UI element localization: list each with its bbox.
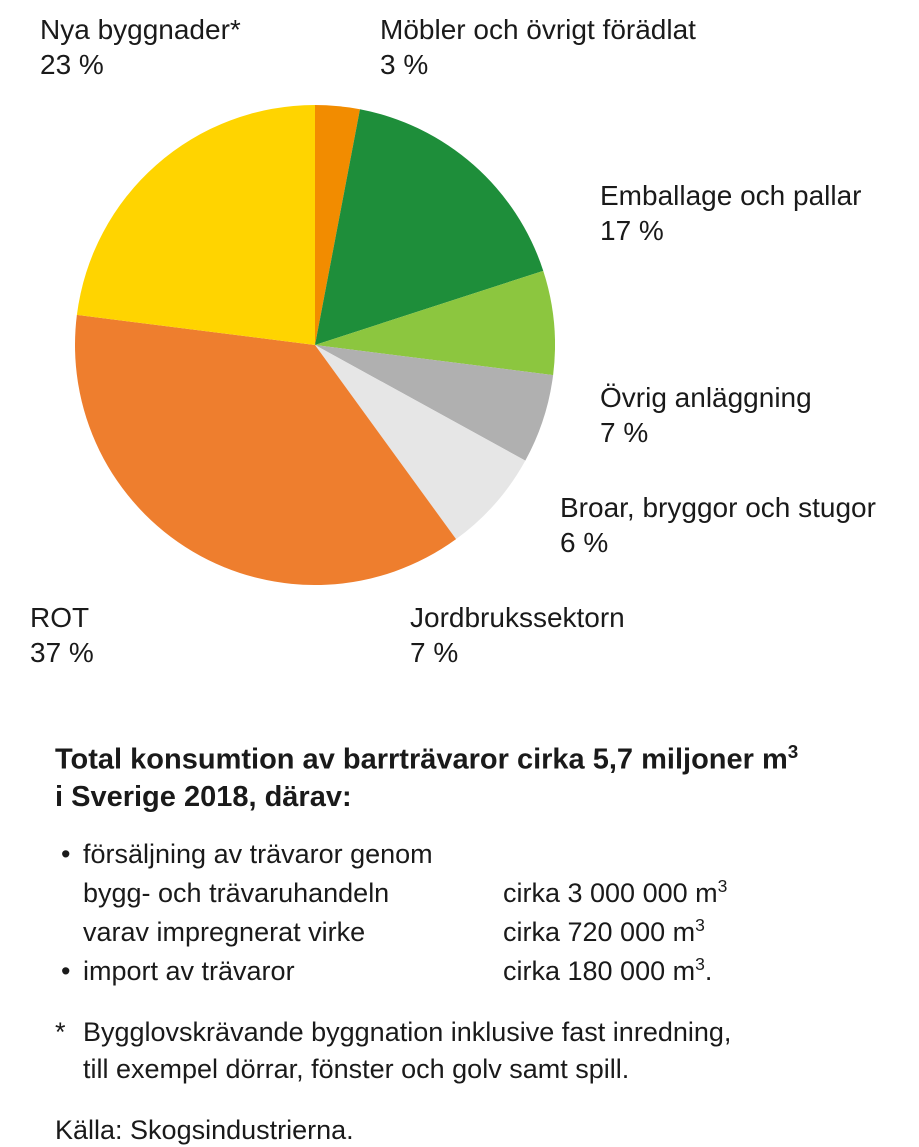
sup-3: 3 bbox=[788, 741, 798, 762]
label-jordbruk: Jordbrukssektorn 7 % bbox=[410, 600, 625, 670]
label-mobler-pct: 3 % bbox=[380, 47, 696, 82]
pie-svg bbox=[75, 105, 555, 585]
subtitle-line2: i Sverige 2018, därav: bbox=[55, 781, 352, 813]
bullet-1-line3: varav impregnerat virke bbox=[83, 917, 365, 947]
label-rot: ROT 37 % bbox=[30, 600, 94, 670]
label-rot-text: ROT bbox=[30, 602, 89, 633]
label-ovrig-pct: 7 % bbox=[600, 415, 812, 450]
bullet-2-text: import av trävaror bbox=[83, 956, 295, 986]
footnote-marker: * bbox=[55, 1014, 83, 1052]
subtitle: Total konsumtion av barrträvaror cirka 5… bbox=[55, 740, 875, 817]
sup-3: 3 bbox=[695, 915, 705, 935]
label-mobler: Möbler och övrigt förädlat 3 % bbox=[380, 12, 696, 82]
sup-3: 3 bbox=[695, 954, 705, 974]
footnote-spacer bbox=[55, 1051, 83, 1089]
label-emballage: Emballage och pallar 17 % bbox=[600, 178, 862, 248]
bullet-list: försäljning av trävaror genom bygg- och … bbox=[55, 835, 875, 992]
label-emballage-text: Emballage och pallar bbox=[600, 180, 862, 211]
bullet-1-line2-val: cirka 3 000 000 m bbox=[503, 878, 718, 908]
label-mobler-text: Möbler och övrigt förädlat bbox=[380, 14, 696, 45]
label-ovrig-text: Övrig anläggning bbox=[600, 382, 812, 413]
label-jordbruk-pct: 7 % bbox=[410, 635, 625, 670]
label-broar-text: Broar, bryggor och stugor bbox=[560, 492, 876, 523]
bullet-1-line1: försäljning av trävaror genom bbox=[83, 839, 433, 869]
footnote: *Bygglovskrävande byggnation inklusive f… bbox=[55, 1014, 875, 1090]
footnote-line1: Bygglovskrävande byggnation inklusive fa… bbox=[83, 1017, 731, 1047]
label-nya-text: Nya byggnader* bbox=[40, 14, 241, 45]
pie-chart bbox=[75, 105, 555, 585]
bullet-2: import av trävaror cirka 180 000 m3. bbox=[55, 952, 875, 991]
sup-3: 3 bbox=[718, 876, 728, 896]
label-nya: Nya byggnader* 23 % bbox=[40, 12, 241, 82]
bullet-1-row2: bygg- och trävaruhandeln cirka 3 000 000… bbox=[55, 874, 875, 913]
label-ovrig: Övrig anläggning 7 % bbox=[600, 380, 812, 450]
label-broar-pct: 6 % bbox=[560, 525, 876, 560]
bullet-1-row3: varav impregnerat virke cirka 720 000 m3 bbox=[55, 913, 875, 952]
source-line: Källa: Skogsindustrierna. bbox=[55, 1115, 875, 1146]
bullet-1-line2: bygg- och trävaruhandeln bbox=[83, 878, 389, 908]
text-block: Total konsumtion av barrträvaror cirka 5… bbox=[55, 740, 875, 1146]
label-emballage-pct: 17 % bbox=[600, 213, 862, 248]
bullet-1-line3-val: cirka 720 000 m bbox=[503, 917, 695, 947]
label-broar: Broar, bryggor och stugor 6 % bbox=[560, 490, 876, 560]
footnote-line2: till exempel dörrar, fönster och golv sa… bbox=[83, 1054, 629, 1084]
label-jordbruk-text: Jordbrukssektorn bbox=[410, 602, 625, 633]
bullet-1: försäljning av trävaror genom bbox=[55, 835, 875, 874]
subtitle-line1: Total konsumtion av barrträvaror cirka 5… bbox=[55, 744, 788, 776]
bullet-2-val: cirka 180 000 m bbox=[503, 956, 695, 986]
pie-slice-nya bbox=[77, 105, 315, 345]
label-nya-pct: 23 % bbox=[40, 47, 241, 82]
label-rot-pct: 37 % bbox=[30, 635, 94, 670]
chart-container: Nya byggnader* 23 % Möbler och övrigt fö… bbox=[0, 0, 919, 1147]
